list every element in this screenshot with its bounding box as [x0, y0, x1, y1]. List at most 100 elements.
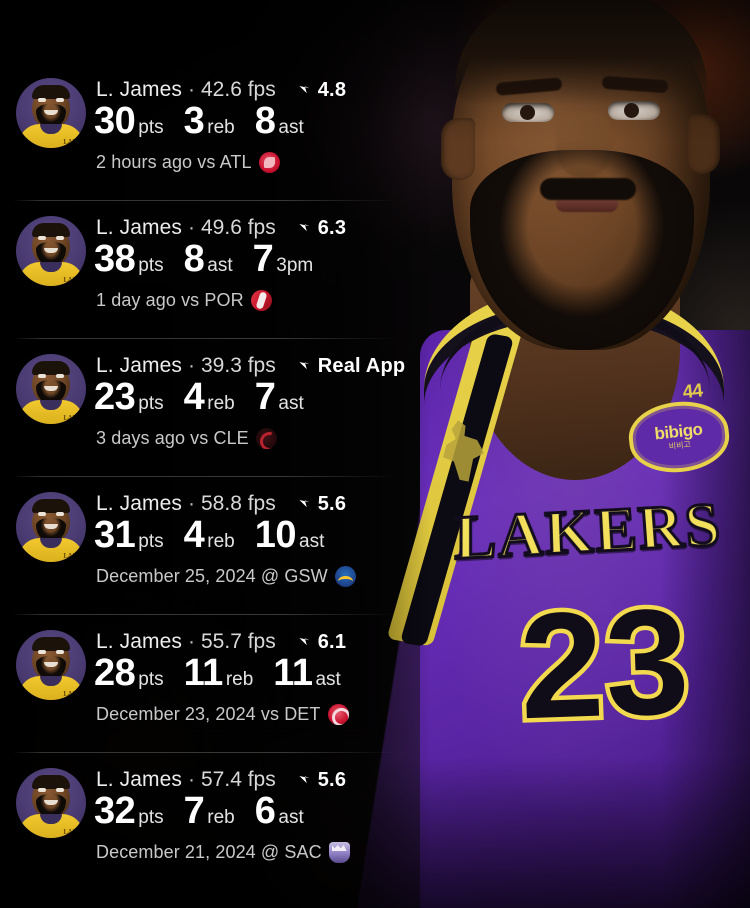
avatar-smile [44, 248, 58, 253]
player-stat-feed: LAL L. James · 42.6 fps 4.8 30 pts 3 reb 8 ast 2 ho… [0, 62, 420, 890]
stat-value: 23 [94, 376, 136, 418]
stat-label: reb [207, 807, 235, 828]
avatar[interactable]: LAL [16, 216, 86, 286]
avatar-smile [44, 524, 58, 529]
avatar-jersey: LAL [18, 262, 84, 286]
avatar-jersey-logo-icon: LAL [63, 414, 77, 422]
stat-value: 11 [273, 652, 313, 694]
stat-label: ast [299, 531, 325, 552]
avatar-eye-left [38, 788, 46, 792]
stat-label: ast [278, 117, 304, 138]
jersey-number: 23 [512, 572, 698, 755]
stat-label: reb [207, 393, 235, 414]
stat-row[interactable]: LAL L. James · 39.3 fps Real App 23 pts 4 reb 7 as… [0, 338, 420, 476]
stat-group: 38 pts [94, 240, 164, 278]
fps-value: 42.6 fps [201, 78, 276, 101]
rating-value: 4.8 [317, 78, 347, 101]
stat-label: pts [138, 393, 164, 414]
stat-value: 31 [94, 514, 136, 556]
meta-separator: · [188, 492, 195, 515]
game-date-opponent: 2 hours ago vs ATL [96, 152, 252, 172]
avatar-smile [44, 386, 58, 391]
stat-value: 28 [94, 652, 136, 694]
rating-group: 5.6 [298, 769, 346, 792]
stat-label: ast [315, 669, 341, 690]
stat-row[interactable]: LAL L. James · 49.6 fps 6.3 38 pts 8 ast 7 3pm 1 da… [0, 200, 420, 338]
rating-group: 5.6 [298, 493, 346, 516]
avatar-jersey: LAL [18, 124, 84, 148]
fps-value: 49.6 fps [201, 216, 276, 239]
stat-group: 32 pts [94, 792, 164, 830]
stat-group: 4 reb [184, 516, 235, 554]
avatar-hair [32, 775, 70, 789]
avatar[interactable]: LAL [16, 630, 86, 700]
avatar[interactable]: LAL [16, 78, 86, 148]
stat-group: 7 reb [184, 792, 235, 830]
stat-value: 4 [183, 514, 205, 556]
meta-separator: · [188, 768, 195, 791]
stat-group: 8 ast [255, 102, 304, 140]
stat-value: 10 [254, 514, 297, 556]
row-meta: L. James · 49.6 fps 6.3 [96, 216, 346, 240]
stat-row[interactable]: LAL L. James · 57.4 fps 5.6 32 pts 7 reb 6 ast Dece… [0, 752, 420, 890]
stat-label: pts [138, 531, 164, 552]
stat-value: 3 [183, 100, 205, 142]
trend-arrow-icon [299, 361, 310, 369]
game-date-opponent: December 25, 2024 @ GSW [96, 566, 328, 586]
bibigo-patch-subtext: 비비고 [668, 439, 692, 451]
stat-row[interactable]: LAL L. James · 55.7 fps 6.1 28 pts 11 reb 11 ast De… [0, 614, 420, 752]
trend-arrow-icon [299, 775, 310, 783]
avatar[interactable]: LAL [16, 768, 86, 838]
avatar[interactable]: LAL [16, 354, 86, 424]
stat-row[interactable]: LAL L. James · 58.8 fps 5.6 31 pts 4 reb 10 ast Dec… [0, 476, 420, 614]
opponent-team-logo-icon [258, 152, 280, 173]
stat-group: 7 3pm [253, 240, 314, 278]
avatar-smile [44, 662, 58, 667]
row-subtitle: December 25, 2024 @ GSW [96, 566, 356, 587]
opponent-team-logo-icon [327, 704, 349, 725]
row-meta: L. James · 42.6 fps 4.8 [96, 78, 346, 102]
fps-value: 39.3 fps [201, 354, 276, 377]
stat-label: ast [278, 807, 304, 828]
stat-group: 3 reb [184, 102, 235, 140]
stat-value: 30 [94, 100, 136, 142]
stat-line: 30 pts 3 reb 8 ast [94, 102, 324, 140]
meta-separator: · [188, 216, 195, 239]
stat-group: 30 pts [94, 102, 164, 140]
stat-group: 8 ast [184, 240, 233, 278]
rating-group: 6.3 [298, 217, 346, 240]
rating-group: 4.8 [298, 79, 346, 102]
avatar-smile [44, 800, 58, 805]
avatar-hair [32, 223, 70, 237]
stat-line: 32 pts 7 reb 6 ast [94, 792, 324, 830]
rating-value: 5.6 [317, 768, 347, 791]
stat-label: pts [138, 255, 164, 276]
stat-group: 4 reb [184, 378, 235, 416]
avatar-eye-right [56, 98, 64, 102]
player-name: L. James [96, 78, 182, 101]
stat-value: 11 [183, 652, 224, 694]
row-subtitle: 2 hours ago vs ATL [96, 152, 280, 173]
player-ear-right [688, 114, 720, 174]
game-date-opponent: December 21, 2024 @ SAC [96, 842, 322, 862]
rating-value: Real App [317, 354, 406, 377]
stat-line: 31 pts 4 reb 10 ast [94, 516, 344, 554]
stat-row[interactable]: LAL L. James · 42.6 fps 4.8 30 pts 3 reb 8 ast 2 ho… [0, 62, 420, 200]
stat-label: reb [225, 669, 254, 690]
avatar-hair [32, 499, 70, 513]
stat-group: 7 ast [255, 378, 304, 416]
avatar[interactable]: LAL [16, 492, 86, 562]
stat-line: 38 pts 8 ast 7 3pm [94, 240, 333, 278]
meta-separator: · [188, 354, 195, 377]
avatar-hair [32, 637, 70, 651]
rating-value: 6.1 [317, 630, 347, 653]
avatar-eye-right [56, 374, 64, 378]
stat-label: reb [207, 531, 235, 552]
player-ear-left [441, 118, 475, 180]
stat-value: 4 [183, 376, 205, 418]
avatar-jersey: LAL [18, 814, 84, 838]
fps-value: 58.8 fps [201, 492, 276, 515]
avatar-jersey-logo-icon: LAL [63, 276, 77, 284]
player-name: L. James [96, 492, 182, 515]
row-meta: L. James · 55.7 fps 6.1 [96, 630, 346, 654]
